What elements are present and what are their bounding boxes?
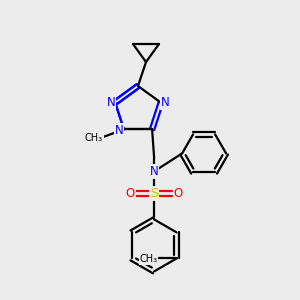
Text: N: N — [160, 96, 169, 109]
Text: S: S — [150, 187, 158, 200]
Text: N: N — [107, 96, 116, 109]
Text: O: O — [173, 187, 183, 200]
Text: N: N — [115, 124, 123, 137]
Text: N: N — [150, 165, 158, 178]
Text: CH₃: CH₃ — [140, 254, 158, 264]
Text: CH₃: CH₃ — [85, 134, 103, 143]
Text: O: O — [125, 187, 135, 200]
